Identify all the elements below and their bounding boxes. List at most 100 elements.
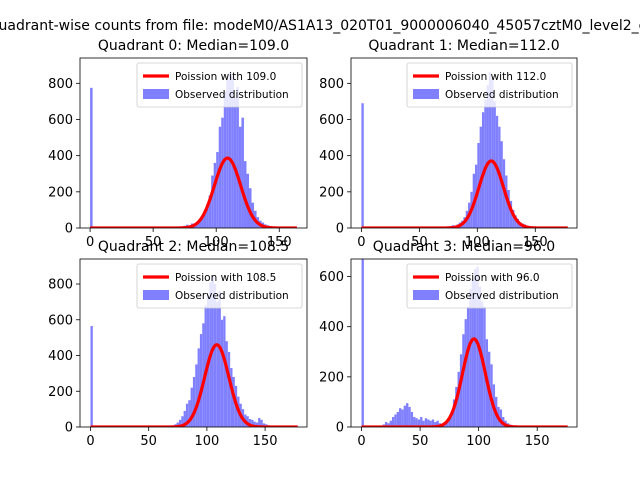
legend-label: Poission with 112.0 (445, 71, 546, 83)
y-tick-label: 600 (48, 113, 73, 128)
histogram-bar (469, 289, 472, 427)
legend-label: Observed distribution (445, 89, 559, 101)
histogram-bar (471, 279, 474, 427)
x-tick-label: 100 (194, 434, 219, 449)
y-tick-label: 0 (65, 222, 73, 237)
x-tick-label: 0 (357, 235, 365, 250)
histogram-bar (220, 319, 224, 427)
histogram-bar (452, 399, 456, 427)
histogram-bar (227, 351, 231, 427)
histogram-bar (241, 117, 244, 228)
histogram-bar (394, 414, 397, 427)
subplot-quadrant-2: 0 50 100 150 0 200 400 600 800 Quadrant 2: Median… (48, 239, 308, 449)
histogram-bar (260, 419, 263, 427)
histogram-bar (181, 416, 184, 427)
y-tick-label: 800 (48, 278, 73, 293)
y-tick-label: 200 (319, 370, 344, 385)
y-tick-label: 200 (48, 185, 73, 200)
histogram-bar (420, 416, 423, 427)
histogram-bar (422, 420, 425, 427)
legend-label: Observed distribution (175, 89, 289, 101)
y-tick-label: 400 (48, 349, 73, 364)
histogram-bar (408, 406, 411, 427)
histogram-bar (406, 403, 409, 427)
subplot-title: Quadrant 2: Median=108.5 (98, 239, 289, 255)
histogram-bar (434, 421, 437, 427)
legend: Poission with 108.5 Observed distribution (136, 263, 303, 309)
histogram-bar (450, 411, 453, 427)
histogram-bar (505, 175, 508, 228)
y-tick-label: 800 (319, 77, 344, 92)
x-tick-label: 150 (525, 434, 550, 449)
histogram-bar (221, 117, 224, 228)
histogram-bar (514, 215, 517, 228)
histogram-bar (248, 188, 252, 228)
histogram-bar (387, 423, 390, 427)
histogram-bar (218, 291, 221, 427)
histogram-bar (413, 416, 416, 427)
histogram-bar (246, 416, 249, 427)
histogram-bar (201, 218, 204, 228)
histogram-bar (198, 221, 202, 228)
legend-patch-swatch (413, 290, 439, 300)
histogram-bar (491, 79, 494, 228)
histogram-bar (417, 419, 421, 427)
histogram-bar (396, 411, 400, 427)
y-tick-label: 400 (319, 320, 344, 335)
histogram-bar (206, 204, 209, 228)
legend-label: Observed distribution (445, 290, 559, 302)
histogram-bar (190, 387, 193, 427)
histogram-bar (178, 419, 182, 427)
subplot-title: Quadrant 1: Median=112.0 (368, 38, 559, 54)
axes-frame (350, 258, 578, 428)
histogram-bar (225, 341, 228, 427)
legend-frame (136, 62, 303, 108)
histogram-bar (90, 87, 93, 228)
histogram-bar (202, 323, 205, 427)
histogram-bar (507, 190, 510, 228)
histogram-bar (401, 409, 404, 427)
subplot-grid: 0 50 100 150 0 200 400 600 800 Quadrant 0: Median… (48, 38, 578, 449)
subplot-quadrant-0: 0 50 100 150 0 200 400 600 800 Quadrant 0: Median… (48, 38, 308, 250)
x-tick-label: 100 (466, 434, 491, 449)
histogram-bar (196, 222, 199, 228)
y-tick-label: 600 (319, 113, 344, 128)
histogram-bar (192, 376, 196, 427)
histogram-bar (509, 200, 513, 228)
legend-frame (136, 263, 303, 309)
histogram-bar (473, 269, 477, 427)
y-tick-label: 400 (48, 149, 73, 164)
legend-label: Observed distribution (175, 290, 289, 302)
histogram-bar (238, 126, 242, 228)
histogram-bar (486, 85, 489, 228)
subplot-quadrant-1: 0 50 100 150 0 200 400 600 800 Quadrant 1: Median… (319, 38, 578, 250)
histogram-bar (399, 408, 402, 427)
histogram-bar (226, 79, 229, 228)
histogram-bar (410, 411, 414, 427)
histogram-bar (183, 410, 186, 427)
x-tick-label: 50 (140, 434, 157, 449)
histogram-bar (188, 400, 191, 427)
histogram-bar (213, 162, 217, 228)
histogram-bar (208, 195, 212, 228)
histogram-bar (251, 419, 254, 427)
axes-frame (350, 57, 578, 229)
histogram-bar (232, 376, 235, 427)
figure-suptitle: Histogram of quadrant-wise counts from f… (0, 18, 640, 34)
y-tick-label: 600 (48, 313, 73, 328)
histogram-bar (253, 421, 256, 427)
histogram-bar (436, 420, 439, 427)
histogram-bar (255, 422, 259, 427)
y-tick-label: 200 (319, 185, 344, 200)
legend-frame (406, 62, 573, 108)
histogram-bar (448, 418, 451, 427)
y-tick-label: 0 (336, 222, 344, 237)
histogram-bar (361, 103, 364, 228)
x-tick-label: 50 (411, 235, 428, 250)
poisson-curve (360, 337, 569, 427)
legend-frame (406, 263, 573, 309)
histogram-bar (197, 348, 200, 427)
y-tick-label: 200 (48, 385, 73, 400)
histogram-bar (195, 364, 198, 427)
